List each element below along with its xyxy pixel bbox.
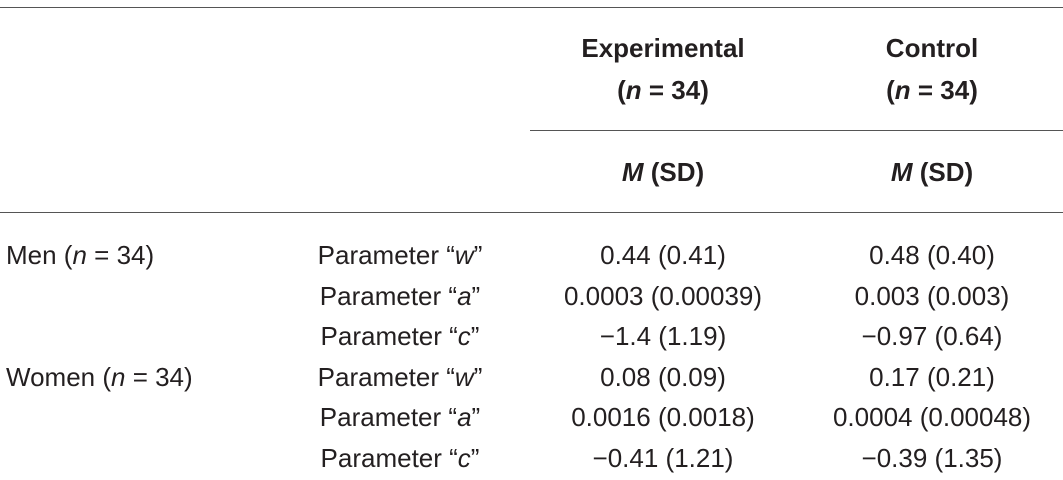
header-rule xyxy=(530,130,1063,131)
text: ” xyxy=(473,361,483,392)
italic-text: M xyxy=(621,157,644,187)
italic-text: w xyxy=(454,361,474,392)
value: 0.0016 (0.0018) xyxy=(571,402,755,433)
column-size: (n = 34) xyxy=(617,75,709,105)
italic-text: a xyxy=(457,280,472,311)
text: Parameter “ xyxy=(317,361,455,392)
italic-text: w xyxy=(454,240,474,270)
value: 0.44 (0.41) xyxy=(600,240,726,270)
text: = 34) xyxy=(125,361,193,392)
top-rule xyxy=(0,7,1063,8)
text: Parameter “ xyxy=(319,402,458,433)
text: Parameter “ xyxy=(317,240,455,270)
value: 0.0004 (0.00048) xyxy=(832,402,1032,433)
text: Men ( xyxy=(6,240,73,270)
group-label: Women (n = 34) xyxy=(6,362,193,392)
text: Parameter “ xyxy=(320,443,458,473)
column-stat: M (SD) xyxy=(891,157,973,187)
text: = 34) xyxy=(641,75,709,105)
column-title: Experimental xyxy=(581,33,745,63)
value: −0.97 (0.64) xyxy=(861,321,1003,352)
value: 0.17 (0.21) xyxy=(869,361,995,392)
italic-text: n xyxy=(72,240,87,270)
italic-text: c xyxy=(457,321,471,352)
parameter: Parameter “a” xyxy=(320,402,480,432)
value: −0.39 (1.35) xyxy=(861,443,1003,473)
parameter: Parameter “w” xyxy=(318,240,483,270)
text: ” xyxy=(471,280,481,311)
italic-text: M xyxy=(890,157,913,187)
italic-text: n xyxy=(625,75,642,105)
text: ” xyxy=(470,443,480,473)
parameter: Parameter “w” xyxy=(318,362,483,392)
value: −0.41 (1.21) xyxy=(592,443,734,473)
italic-text: n xyxy=(111,361,126,392)
text: (SD) xyxy=(643,157,705,187)
value: 0.48 (0.40) xyxy=(869,240,995,270)
parameter: Parameter “c” xyxy=(321,443,480,473)
text: ( xyxy=(617,75,626,105)
column-stat: M (SD) xyxy=(622,157,704,187)
column-title: Control xyxy=(885,33,979,63)
text: Parameter “ xyxy=(319,280,458,311)
parameter: Parameter “c” xyxy=(321,321,480,351)
body-rule xyxy=(0,212,1063,213)
parameter: Parameter “a” xyxy=(320,281,480,311)
italic-text: n xyxy=(894,75,911,105)
text: Parameter “ xyxy=(320,321,458,352)
column-size: (n = 34) xyxy=(886,75,978,105)
group-label: Men (n = 34) xyxy=(6,240,154,270)
italic-text: a xyxy=(457,402,472,433)
italic-text: c xyxy=(457,443,471,473)
text: (SD) xyxy=(912,157,974,187)
text: ” xyxy=(473,240,483,270)
text: ” xyxy=(471,402,481,433)
value: 0.08 (0.09) xyxy=(600,361,726,392)
value: 0.0003 (0.00039) xyxy=(563,280,763,311)
text: ( xyxy=(886,75,895,105)
text: ” xyxy=(470,321,480,352)
value: −1.4 (1.19) xyxy=(599,321,727,352)
text: = 34) xyxy=(86,240,155,270)
text: Women ( xyxy=(6,361,111,392)
text: = 34) xyxy=(910,75,978,105)
value: 0.003 (0.003) xyxy=(854,280,1010,311)
